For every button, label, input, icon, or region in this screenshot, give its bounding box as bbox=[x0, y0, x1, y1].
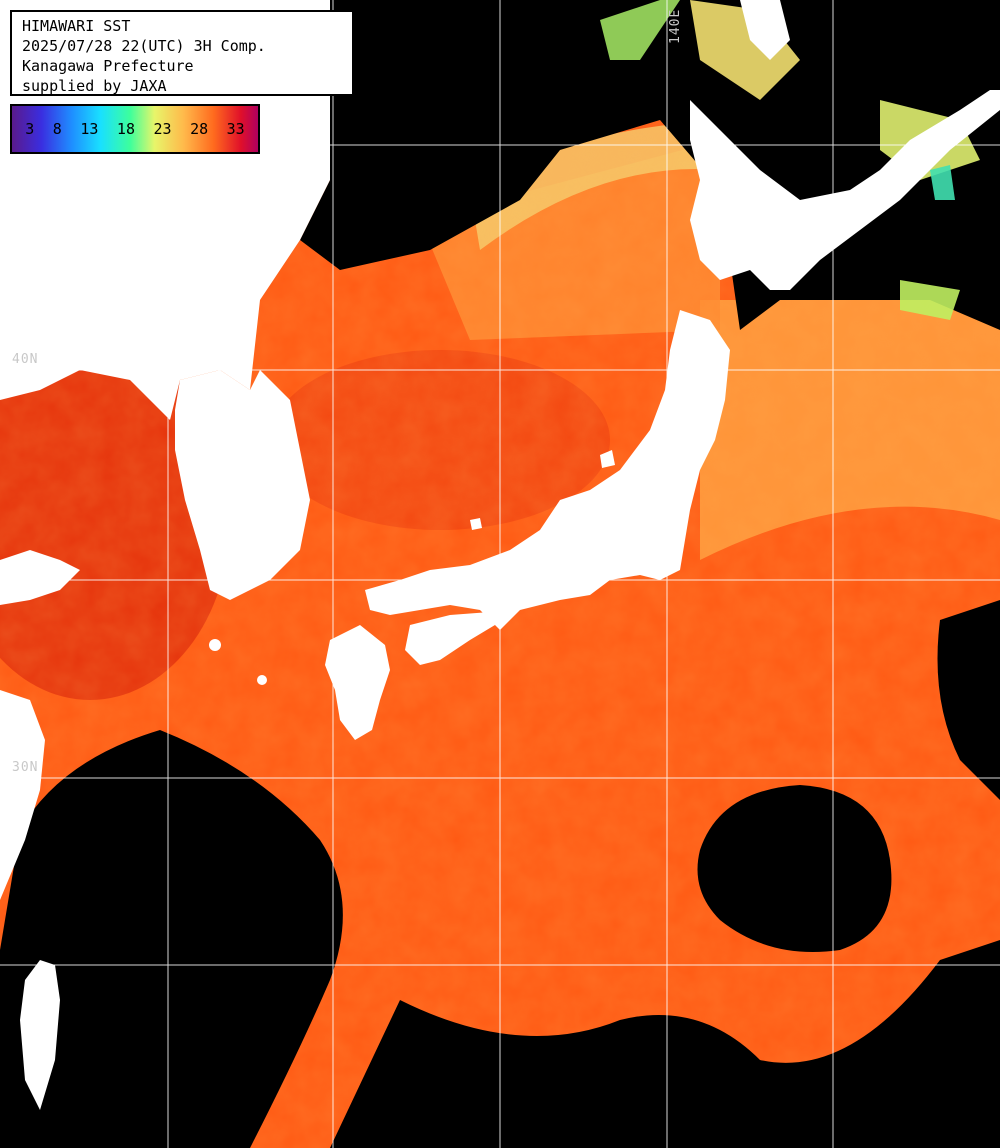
timestamp-line: 2025/07/28 22(UTC) 3H Comp. bbox=[22, 37, 266, 55]
lat-label-30n: 30N bbox=[12, 760, 39, 775]
land-sado bbox=[600, 450, 615, 468]
title-box: HIMAWARI SST 2025/07/28 22(UTC) 3H Comp.… bbox=[10, 10, 354, 96]
land-islet bbox=[209, 639, 221, 651]
cold-water-hokkaido-east bbox=[900, 280, 960, 320]
cold-water-nw bbox=[600, 0, 680, 60]
land-china-coast bbox=[0, 690, 45, 900]
colorbar-tick: 18 bbox=[116, 120, 135, 138]
land-kyushu bbox=[325, 625, 390, 740]
colorbar-tick: 33 bbox=[226, 120, 245, 138]
cold-water-north bbox=[690, 0, 800, 100]
land-sakhalin bbox=[740, 0, 790, 60]
land-taiwan bbox=[20, 960, 60, 1110]
land-shikoku bbox=[405, 612, 495, 665]
temperature-colorbar: 3 8 13 18 23 28 33 bbox=[10, 104, 260, 154]
land-islet-2 bbox=[257, 675, 267, 685]
land-shandong bbox=[0, 550, 80, 605]
colorbar-tick: 23 bbox=[153, 120, 172, 138]
land-oki bbox=[470, 518, 482, 530]
land-korea bbox=[175, 370, 310, 600]
cloud-east bbox=[937, 600, 1000, 800]
land-honshu bbox=[365, 310, 730, 630]
title-line: HIMAWARI SST bbox=[22, 17, 131, 35]
land-hokkaido bbox=[690, 90, 1000, 290]
supplier-line: supplied by JAXA bbox=[22, 77, 167, 95]
agency-line: Kanagawa Prefecture bbox=[22, 57, 194, 75]
lat-label-40n: 40N bbox=[12, 352, 39, 367]
colorbar-tick: 3 bbox=[25, 120, 35, 138]
cold-water-cyan bbox=[930, 165, 955, 200]
typhoon-eye-cloud bbox=[697, 785, 892, 952]
colorbar-tick: 13 bbox=[80, 120, 99, 138]
colorbar-tick: 8 bbox=[52, 120, 62, 138]
colorbar-tick: 28 bbox=[190, 120, 209, 138]
cloud-south-west bbox=[0, 730, 343, 1148]
lon-label-140e: 140E bbox=[668, 8, 683, 44]
